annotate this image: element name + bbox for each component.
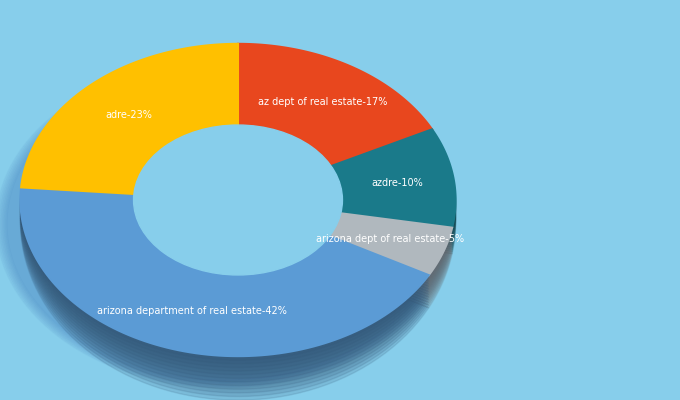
Polygon shape	[330, 226, 452, 292]
Text: arizona dept of real estate-5%: arizona dept of real estate-5%	[316, 234, 464, 244]
Polygon shape	[331, 129, 456, 228]
Polygon shape	[331, 140, 456, 236]
Polygon shape	[238, 59, 432, 177]
Polygon shape	[331, 143, 456, 238]
Polygon shape	[331, 159, 456, 252]
Polygon shape	[21, 62, 238, 204]
Polygon shape	[331, 161, 456, 254]
Polygon shape	[331, 151, 456, 245]
Text: adre-23%: adre-23%	[105, 110, 152, 120]
Polygon shape	[21, 55, 238, 200]
Polygon shape	[21, 66, 238, 206]
Polygon shape	[20, 207, 429, 393]
Polygon shape	[331, 153, 456, 247]
Polygon shape	[330, 235, 452, 302]
Text: azdre-10%: azdre-10%	[371, 178, 423, 188]
Polygon shape	[331, 138, 456, 234]
Polygon shape	[330, 216, 452, 278]
Polygon shape	[330, 218, 452, 281]
Polygon shape	[20, 205, 429, 389]
Text: az dept of real estate-17%: az dept of real estate-17%	[258, 96, 387, 106]
Polygon shape	[21, 44, 238, 194]
Polygon shape	[20, 190, 429, 360]
Polygon shape	[20, 201, 429, 382]
Polygon shape	[238, 80, 432, 193]
Polygon shape	[330, 239, 452, 308]
Ellipse shape	[133, 125, 343, 275]
Text: arizona department of real estate-42%: arizona department of real estate-42%	[97, 306, 287, 316]
Polygon shape	[21, 70, 238, 208]
Polygon shape	[21, 48, 238, 196]
Polygon shape	[330, 224, 452, 289]
Polygon shape	[238, 48, 432, 169]
Polygon shape	[21, 73, 238, 210]
Polygon shape	[238, 88, 432, 198]
Polygon shape	[330, 222, 452, 286]
Polygon shape	[330, 213, 452, 275]
Polygon shape	[238, 62, 432, 180]
Polygon shape	[21, 59, 238, 202]
Polygon shape	[331, 146, 456, 241]
Polygon shape	[238, 52, 432, 172]
Polygon shape	[238, 77, 432, 190]
Polygon shape	[331, 148, 456, 243]
Polygon shape	[331, 135, 456, 232]
Polygon shape	[238, 66, 432, 182]
Polygon shape	[238, 70, 432, 185]
Polygon shape	[330, 233, 452, 300]
Polygon shape	[330, 231, 452, 297]
Polygon shape	[330, 228, 452, 294]
Polygon shape	[20, 196, 429, 371]
Polygon shape	[21, 77, 238, 212]
Polygon shape	[330, 220, 452, 284]
Polygon shape	[21, 52, 238, 198]
Polygon shape	[20, 197, 429, 375]
Polygon shape	[21, 80, 238, 214]
Polygon shape	[20, 211, 429, 400]
Polygon shape	[20, 203, 429, 386]
Polygon shape	[20, 199, 429, 378]
Polygon shape	[331, 132, 456, 230]
Polygon shape	[330, 237, 452, 305]
Polygon shape	[20, 194, 429, 368]
Polygon shape	[21, 84, 238, 216]
Polygon shape	[238, 73, 432, 188]
Polygon shape	[238, 84, 432, 195]
Polygon shape	[238, 44, 432, 166]
Polygon shape	[238, 55, 432, 174]
Polygon shape	[20, 192, 429, 364]
Polygon shape	[331, 156, 456, 249]
Polygon shape	[20, 187, 429, 356]
Polygon shape	[20, 209, 429, 396]
Polygon shape	[21, 88, 238, 218]
